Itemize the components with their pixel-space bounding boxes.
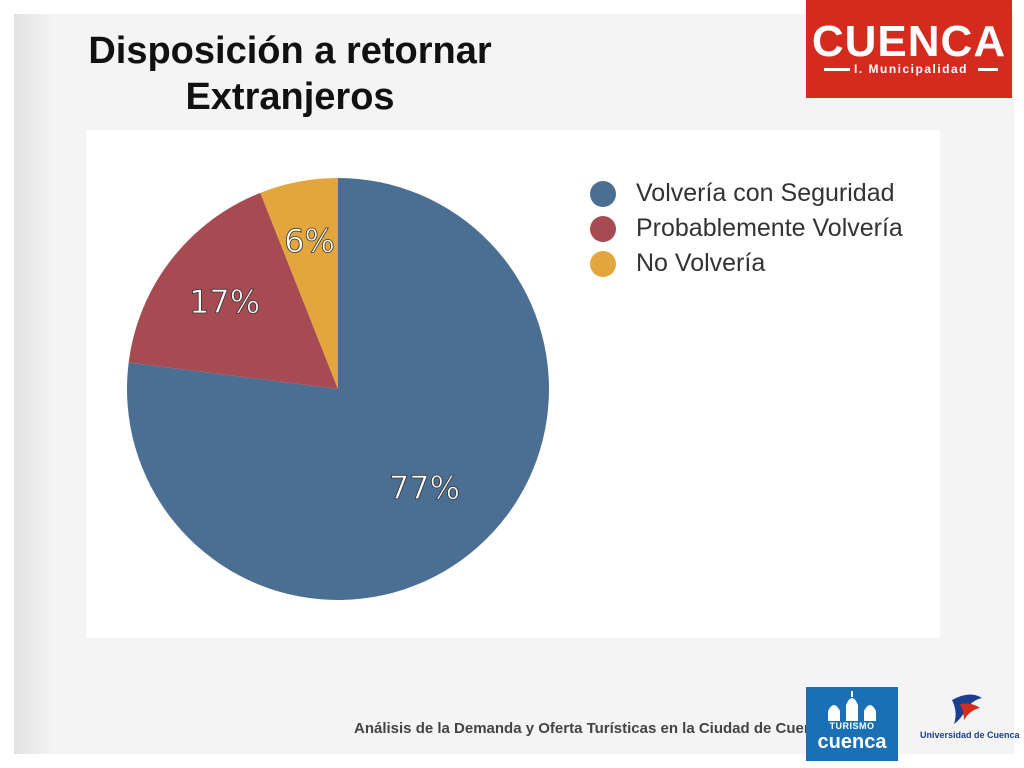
logo-divider-left xyxy=(824,68,850,71)
turismo-cuenca-logo: TURISMO cuenca xyxy=(806,687,898,761)
logo-divider-right xyxy=(978,68,998,71)
chart-legend: Volvería con Seguridad Probablemente Vol… xyxy=(590,176,903,281)
page-title: Disposición a retornar Extranjeros xyxy=(40,28,540,120)
turismo-text: TURISMO xyxy=(829,721,875,731)
legend-label-no-volveria: No Volvería xyxy=(636,249,766,277)
legend-item-probablemente: Probablemente Volvería xyxy=(590,211,903,246)
cuenca-brand-text: CUENCA xyxy=(811,17,1007,66)
legend-swatch-seguridad xyxy=(590,180,616,207)
church-domes-icon xyxy=(828,691,876,721)
university-name: Universidad de Cuenca xyxy=(920,730,1020,740)
legend-swatch-probablemente xyxy=(590,215,616,242)
title-line-2: Extranjeros xyxy=(185,76,395,118)
legend-item-seguridad: Volvería con Seguridad xyxy=(590,176,903,211)
title-line-1: Disposición a retornar xyxy=(88,30,492,72)
legend-label-probablemente: Probablemente Volvería xyxy=(636,214,903,242)
legend-item-no-volveria: No Volvería xyxy=(590,246,903,281)
cuenca-municipality-logo: CUENCA I. Municipalidad xyxy=(806,0,1012,98)
turismo-brand-text: cuenca xyxy=(817,731,887,753)
university-emblem-icon xyxy=(952,694,982,724)
legend-label-seguridad: Volvería con Seguridad xyxy=(636,179,895,207)
footer-caption: Análisis de la Demanda y Oferta Turístic… xyxy=(354,720,830,737)
municipality-text: I. Municipalidad xyxy=(854,62,969,76)
legend-swatch-no-volveria xyxy=(590,250,616,277)
university-logo: Universidad de Cuenca xyxy=(920,690,1020,760)
